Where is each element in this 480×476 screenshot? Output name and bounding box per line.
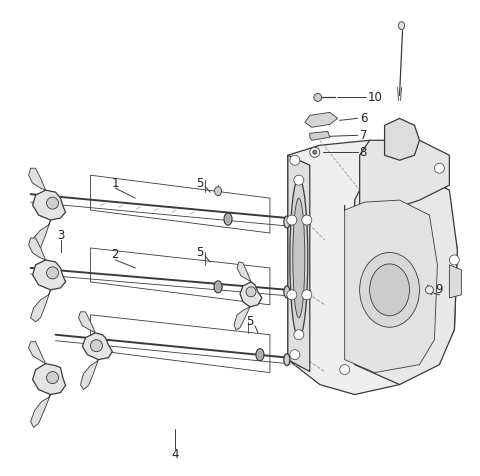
- Ellipse shape: [290, 178, 308, 337]
- Circle shape: [340, 365, 349, 375]
- Polygon shape: [288, 140, 457, 395]
- Text: 3: 3: [57, 228, 64, 241]
- Polygon shape: [305, 112, 338, 127]
- Ellipse shape: [284, 216, 290, 228]
- Polygon shape: [240, 282, 262, 307]
- Polygon shape: [288, 155, 310, 372]
- Ellipse shape: [370, 264, 409, 316]
- Ellipse shape: [258, 351, 262, 358]
- Ellipse shape: [215, 187, 222, 196]
- Ellipse shape: [224, 213, 232, 225]
- Polygon shape: [355, 175, 457, 385]
- Ellipse shape: [256, 349, 264, 361]
- Polygon shape: [345, 200, 437, 373]
- Circle shape: [287, 290, 297, 300]
- Circle shape: [287, 215, 297, 225]
- Text: 10: 10: [368, 91, 383, 104]
- Circle shape: [302, 215, 312, 225]
- Text: 6: 6: [360, 112, 367, 125]
- Circle shape: [449, 255, 459, 265]
- Polygon shape: [81, 360, 98, 389]
- Polygon shape: [78, 312, 96, 333]
- Polygon shape: [384, 119, 420, 160]
- Polygon shape: [31, 395, 50, 427]
- Polygon shape: [83, 333, 112, 360]
- Polygon shape: [310, 131, 330, 140]
- Ellipse shape: [226, 216, 230, 223]
- Ellipse shape: [360, 252, 420, 327]
- Text: 2: 2: [112, 248, 119, 261]
- Circle shape: [47, 372, 59, 384]
- Polygon shape: [33, 260, 65, 290]
- Circle shape: [294, 175, 304, 185]
- Polygon shape: [31, 220, 50, 252]
- Polygon shape: [33, 364, 65, 395]
- Circle shape: [290, 350, 300, 360]
- Ellipse shape: [216, 283, 220, 290]
- Text: 8: 8: [360, 146, 367, 159]
- Polygon shape: [29, 238, 46, 260]
- Circle shape: [294, 330, 304, 340]
- Polygon shape: [360, 140, 449, 220]
- Circle shape: [425, 286, 433, 294]
- Circle shape: [47, 267, 59, 279]
- Text: 4: 4: [171, 448, 179, 461]
- Polygon shape: [29, 168, 46, 190]
- Polygon shape: [234, 307, 250, 330]
- Polygon shape: [237, 262, 251, 282]
- Circle shape: [310, 147, 320, 157]
- Ellipse shape: [284, 354, 290, 366]
- Polygon shape: [449, 265, 461, 298]
- Circle shape: [434, 163, 444, 173]
- Circle shape: [47, 197, 59, 209]
- Polygon shape: [31, 290, 50, 322]
- Circle shape: [302, 290, 312, 300]
- Text: 1: 1: [112, 177, 119, 189]
- Text: 5: 5: [196, 177, 204, 189]
- Text: 9: 9: [436, 283, 443, 297]
- Text: 5: 5: [196, 247, 204, 259]
- Polygon shape: [33, 190, 65, 220]
- Text: 7: 7: [360, 129, 367, 142]
- Ellipse shape: [284, 286, 290, 298]
- Circle shape: [90, 340, 102, 352]
- Circle shape: [314, 93, 322, 101]
- Polygon shape: [29, 342, 46, 364]
- Circle shape: [246, 287, 256, 297]
- Text: 5: 5: [246, 315, 253, 328]
- Ellipse shape: [214, 281, 222, 293]
- Ellipse shape: [293, 198, 305, 318]
- Ellipse shape: [398, 21, 405, 30]
- Circle shape: [313, 150, 317, 154]
- Circle shape: [290, 155, 300, 165]
